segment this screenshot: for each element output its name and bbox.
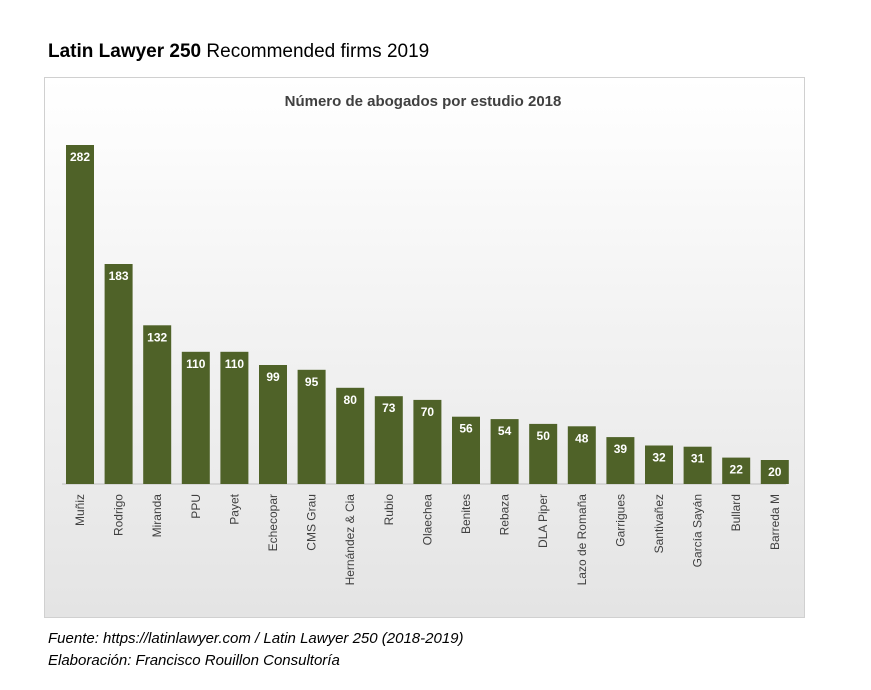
bar-11 [490, 419, 519, 484]
category-label: Hernández & Cia [343, 494, 357, 586]
bar-6 [297, 369, 326, 484]
category-label: Echecopar [266, 494, 280, 551]
category-label: Benites [459, 494, 473, 534]
bar-value-label: 73 [382, 401, 396, 415]
bar-value-label: 39 [614, 442, 628, 456]
bar-7 [336, 387, 365, 484]
bar-value-label: 32 [652, 451, 666, 465]
category-label: García Sayán [691, 494, 705, 567]
bar-5 [259, 365, 287, 484]
bar-value-label: 50 [537, 429, 551, 443]
bar-value-label: 132 [147, 330, 167, 344]
category-label: Santivañez [652, 494, 666, 553]
page-heading: Latin Lawyer 250 Recommended firms 2019 [48, 41, 429, 63]
heading-rest: Recommended firms 2019 [206, 41, 430, 62]
heading-bold: Latin Lawyer 250 [48, 41, 202, 62]
bar-13 [567, 426, 596, 484]
bar-value-label: 183 [109, 269, 129, 283]
bar-value-label: 54 [498, 424, 512, 438]
bar-18 [760, 460, 789, 484]
category-label: Muñiz [73, 494, 87, 526]
bar-2 [143, 325, 172, 484]
credit-note: Elaboración: Francisco Rouillon Consulto… [48, 652, 340, 669]
category-label: Bullard [729, 494, 743, 531]
category-label: CMS Grau [305, 494, 319, 551]
bar-value-label: 70 [421, 405, 435, 419]
bar-1 [104, 264, 133, 484]
bar-8 [374, 396, 403, 484]
category-label: Rubio [382, 494, 396, 526]
bar-12 [529, 423, 558, 484]
bar-16 [683, 446, 712, 484]
bar-value-label: 110 [186, 357, 206, 371]
plot-background [45, 78, 804, 617]
category-label: Barreda M [768, 494, 782, 550]
source-note: Fuente: https://latinlawyer.com / Latin … [48, 630, 464, 647]
category-label: Rebaza [498, 494, 512, 536]
bar-value-label: 56 [459, 422, 473, 436]
category-label: Miranda [150, 494, 164, 538]
bar-14 [606, 437, 635, 484]
bar-value-label: 31 [691, 452, 705, 466]
bar-17 [722, 457, 751, 484]
bar-value-label: 110 [225, 357, 245, 371]
category-label: Lazo de Romaña [575, 494, 589, 586]
bar-value-label: 80 [344, 393, 358, 407]
bar-3 [181, 351, 210, 484]
bar-value-label: 99 [266, 370, 280, 384]
chart-frame: Número de abogados por estudio 2018 282 M… [44, 77, 805, 618]
category-label: PPU [189, 494, 203, 519]
bar-chart: Número de abogados por estudio 2018 282 M… [45, 78, 804, 617]
chart-title: Número de abogados por estudio 2018 [285, 93, 562, 110]
bar-value-label: 20 [768, 465, 782, 479]
bar-value-label: 282 [70, 150, 90, 164]
bar-value-label: 22 [730, 463, 744, 477]
category-label: Payet [227, 493, 241, 524]
category-label: Garrigues [613, 494, 627, 547]
bar-4 [220, 351, 249, 484]
category-label: Olaechea [420, 494, 434, 546]
category-label: Rodrigo [112, 494, 126, 536]
bar-0 [66, 145, 94, 484]
bar-value-label: 95 [305, 375, 319, 389]
category-label: DLA Piper [536, 494, 550, 548]
bar-value-label: 48 [575, 431, 589, 445]
bar-9 [413, 399, 442, 484]
bar-10 [452, 416, 480, 484]
bar-15 [645, 445, 673, 484]
